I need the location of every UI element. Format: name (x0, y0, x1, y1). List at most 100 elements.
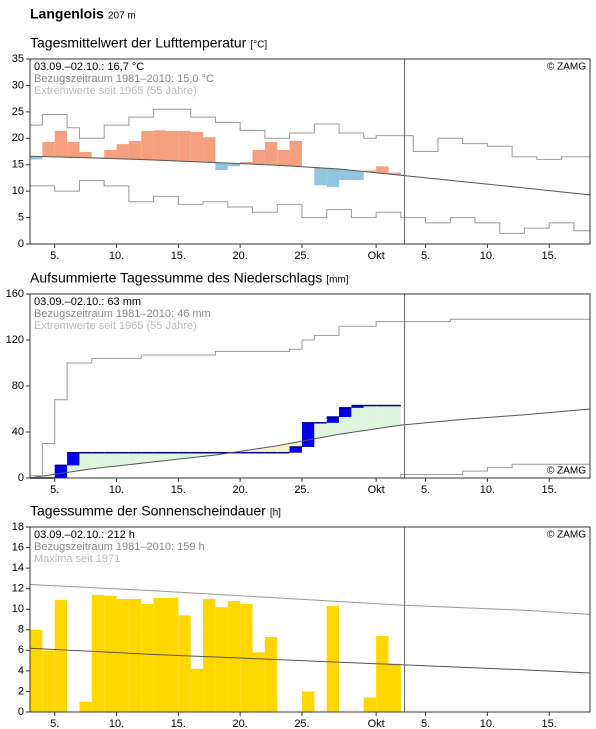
x-tick-label: 10. (480, 250, 495, 262)
info-text: Maxima seit 1971 (34, 553, 120, 565)
info-text: 03.09.–02.10.: 16,7 °C (34, 61, 144, 73)
x-tick-label: 10. (109, 250, 124, 262)
x-tick-label: 15. (542, 484, 557, 496)
y-tick-label: 18 (12, 521, 24, 533)
plot-frame (29, 526, 591, 713)
temperature-anomaly (190, 131, 204, 162)
y-tick-label: 16 (12, 541, 24, 553)
extreme-line (30, 108, 590, 160)
bar (215, 607, 228, 712)
credit: © ZAMG (547, 530, 586, 541)
daily-precipitation (326, 417, 340, 423)
temperature-anomaly (227, 163, 241, 167)
chart-unit: [h] (270, 508, 281, 519)
temperature-anomaly (277, 149, 290, 166)
y-tick-label: 12 (12, 583, 24, 595)
temperature-anomaly (215, 162, 228, 170)
temperature-anomaly (314, 167, 327, 186)
difference-fill (203, 452, 216, 456)
x-tick-label: 10. (480, 484, 495, 496)
difference-fill (42, 475, 55, 478)
difference-fill (79, 452, 92, 470)
temperature-anomaly (289, 140, 302, 167)
x-tick-label: 5. (421, 250, 430, 262)
bar (54, 599, 68, 712)
bar (141, 604, 154, 712)
y-tick-label: 25 (12, 106, 24, 118)
temperature-anomaly (351, 170, 364, 181)
bar (79, 701, 92, 712)
temperature-anomaly (326, 168, 340, 187)
credit: © ZAMG (547, 62, 586, 73)
y-tick-label: 30 (12, 79, 24, 91)
y-tick-label: 160 (6, 288, 24, 300)
reference-line (29, 647, 591, 674)
temperature-anomaly (116, 144, 129, 159)
chart-unit: [°C] (250, 40, 267, 51)
bar (190, 668, 204, 712)
x-tick-label: 10. (109, 484, 124, 496)
temperature-anomaly (165, 130, 179, 161)
bar (388, 663, 401, 712)
difference-fill (190, 452, 204, 458)
y-tick-label: 0 (18, 472, 24, 484)
x-tick-label: 5. (50, 484, 59, 496)
info-text: Bezugszeitraum 1981–2010: 159 h (34, 541, 205, 553)
bar (104, 595, 117, 712)
y-tick-label: 40 (12, 426, 24, 438)
temperature-anomaly (264, 141, 278, 165)
daily-precipitation (289, 446, 302, 453)
daily-precipitation (54, 465, 68, 478)
difference-fill (128, 452, 142, 464)
difference-fill (376, 405, 389, 428)
difference-fill (363, 405, 377, 430)
difference-fill (289, 442, 302, 447)
bar (227, 601, 241, 712)
difference-fill (264, 446, 278, 453)
daily-precipitation (67, 452, 80, 466)
bar (30, 629, 43, 712)
y-tick-label: 80 (12, 380, 24, 392)
x-tick-label: 15. (542, 718, 557, 729)
extreme-line (30, 463, 590, 479)
temperature-anomaly (178, 130, 191, 162)
difference-fill (141, 452, 154, 463)
x-tick-label: 20. (233, 250, 248, 262)
daily-precipitation (351, 405, 364, 408)
station-name: Langenlois (30, 6, 104, 22)
bar (91, 594, 105, 712)
difference-fill (252, 448, 265, 453)
temperature-anomaly (141, 130, 154, 160)
plot-frame (29, 58, 591, 245)
extreme-line (30, 318, 590, 477)
y-tick-label: 20 (12, 132, 24, 144)
reference-line (29, 408, 591, 479)
temperature-anomaly (363, 170, 377, 173)
info-text: 03.09.–02.10.: 212 h (34, 529, 135, 541)
y-tick-label: 0 (18, 706, 24, 718)
x-tick-label: 5. (50, 250, 59, 262)
x-tick-label: Okt (368, 718, 385, 729)
difference-fill (240, 450, 253, 453)
credit: © ZAMG (547, 466, 586, 477)
x-tick-label: 5. (421, 718, 430, 729)
bar (326, 606, 340, 712)
difference-fill (91, 452, 105, 469)
daily-precipitation (301, 422, 315, 447)
temperature-anomaly (54, 130, 68, 158)
x-tick-label: 10. (109, 718, 124, 729)
difference-fill (165, 452, 179, 460)
x-tick-label: 25. (294, 718, 309, 729)
y-tick-label: 6 (18, 644, 24, 656)
temperature-anomaly (376, 166, 389, 174)
difference-fill (153, 452, 166, 462)
bar (42, 650, 55, 712)
chart-title: Tagesmittelwert der Lufttemperatur (30, 35, 247, 51)
info-text: Bezugszeitraum 1981–2010: 46 mm (34, 308, 211, 320)
x-tick-label: 10. (480, 718, 495, 729)
temperature-anomaly (104, 149, 117, 159)
bar (264, 636, 278, 712)
difference-fill (104, 452, 117, 467)
temperature-anomaly (128, 140, 142, 160)
